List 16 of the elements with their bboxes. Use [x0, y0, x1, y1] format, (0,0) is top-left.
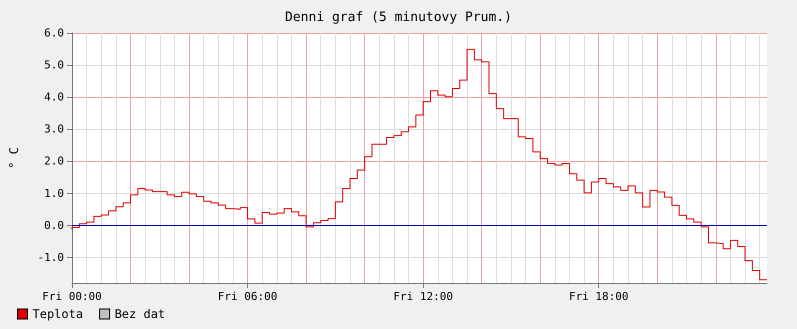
y-axis-title: ° C — [7, 147, 21, 169]
legend-label: Bez dat — [114, 307, 166, 321]
y-tick-label: -1.0 — [38, 250, 64, 264]
y-tick-label: 3.0 — [44, 122, 64, 136]
x-tick-label: Fri 00:00 — [42, 290, 102, 303]
x-tick-label: Fri 12:00 — [393, 290, 453, 303]
y-tick-label: 2.0 — [44, 154, 64, 168]
y-tick-label: 4.0 — [44, 90, 64, 104]
y-tick-label: 6.0 — [44, 26, 64, 40]
y-tick-label: 0.0 — [44, 218, 64, 232]
y-tick-label: 5.0 — [44, 58, 64, 72]
chart-title: Denni graf (5 minutovy Prum.) — [285, 10, 512, 25]
legend-label: Teplota — [32, 307, 84, 321]
x-tick-label: Fri 18:00 — [568, 290, 629, 303]
y-tick-label: 1.0 — [44, 186, 64, 200]
x-tick-label: Fri 06:00 — [218, 290, 278, 303]
